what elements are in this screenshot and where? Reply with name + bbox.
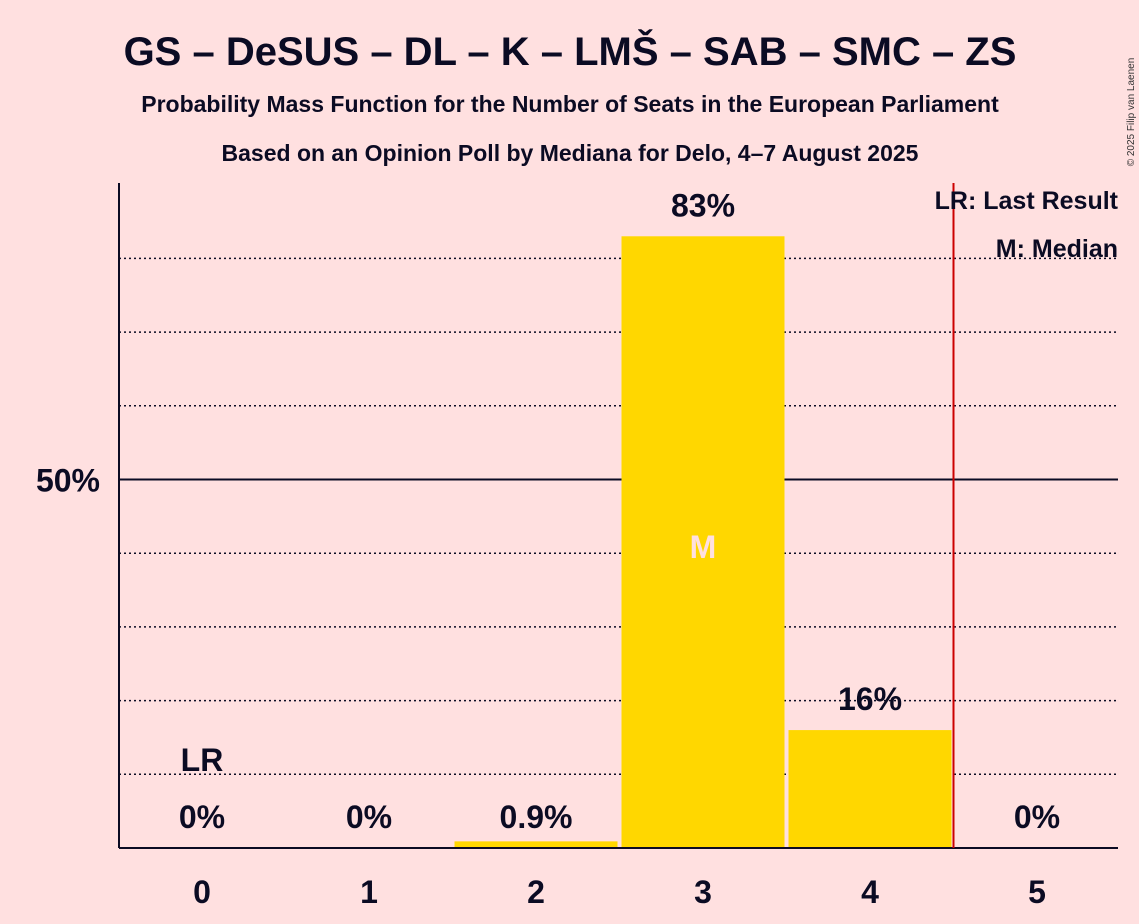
bar-value-label-2: 0.9% [500,799,573,835]
copyright-notice: © 2025 Filip van Laenen [1126,58,1137,167]
bar-3 [621,236,785,849]
x-tick-label-3: 3 [694,874,712,910]
gridlines [119,257,1118,776]
legend-median: M: Median [996,235,1118,263]
x-tick-label-4: 4 [861,874,879,910]
chart-subtitle-poll: Based on an Opinion Poll by Mediana for … [222,140,919,166]
x-tick-label-1: 1 [360,874,378,910]
legend-last-result: LR: Last Result [935,187,1119,215]
median-marker: M [690,529,717,565]
axes: 50% 0 1 2 3 4 5 [36,183,1118,910]
x-tick-label-0: 0 [193,874,211,910]
last-result-marker: LR [181,742,224,778]
chart-title: GS – DeSUS – DL – K – LMŠ – SAB – SMC – … [124,28,1017,74]
bars [454,236,952,849]
labels: 0% 0% 0.9% 83% 16% 0% LR M [179,187,1060,835]
bar-value-label-0: 0% [179,799,225,835]
x-tick-label-2: 2 [527,874,545,910]
x-tick-label-5: 5 [1028,874,1046,910]
chart-subtitle: Probability Mass Function for the Number… [141,91,999,117]
bar-value-label-5: 0% [1014,799,1060,835]
bar-value-label-4: 16% [838,681,902,717]
y-tick-label-50: 50% [36,463,100,499]
bar-value-label-3: 83% [671,187,735,223]
bar-2 [454,841,618,848]
bar-4 [788,730,952,848]
bar-value-label-1: 0% [346,799,392,835]
